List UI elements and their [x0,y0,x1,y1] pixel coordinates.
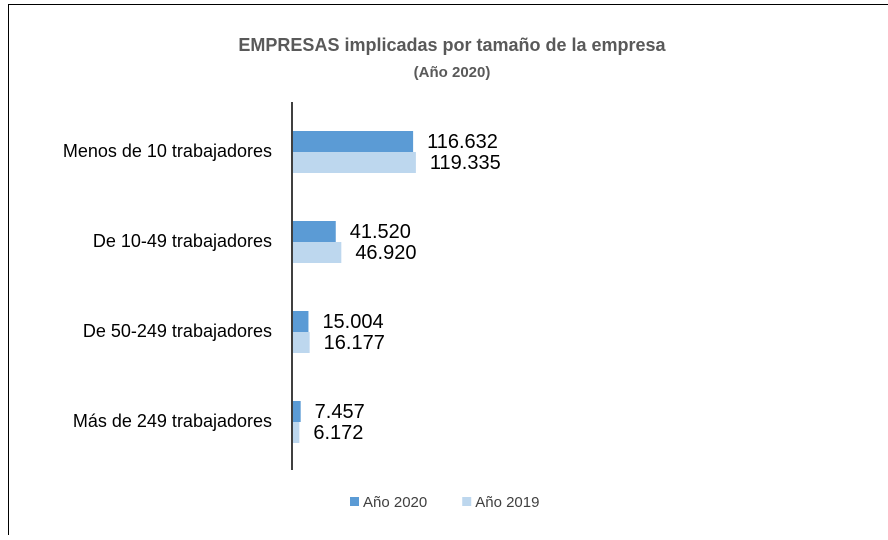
y-tick-label: De 50-249 trabajadores [83,321,272,341]
legend-label: Año 2020 [363,494,427,511]
chart-title: EMPRESAS implicadas por tamaño de la emp… [238,35,666,55]
bar [293,152,416,173]
value-label: 119.335 [430,152,501,174]
bar [293,422,299,443]
value-label: 16.177 [324,332,385,354]
bar [293,131,413,152]
chart-frame [9,5,888,536]
legend-swatch [462,497,471,506]
bar [293,221,336,242]
value-label: 7.457 [315,401,365,423]
bar [293,311,308,332]
bar [293,242,341,263]
y-tick-label: Menos de 10 trabajadores [63,141,272,161]
bar [293,332,310,353]
y-tick-label: Más de 249 trabajadores [73,411,272,431]
value-label: 6.172 [313,422,363,444]
value-label: 15.004 [322,311,383,333]
legend-swatch [350,497,359,506]
value-label: 41.520 [350,221,411,243]
y-tick-label: De 10-49 trabajadores [93,231,272,251]
chart-subtitle: (Año 2020) [414,64,491,81]
legend-label: Año 2019 [475,494,539,511]
bar [293,401,301,422]
value-label: 46.920 [355,242,416,264]
value-label: 116.632 [427,131,498,153]
